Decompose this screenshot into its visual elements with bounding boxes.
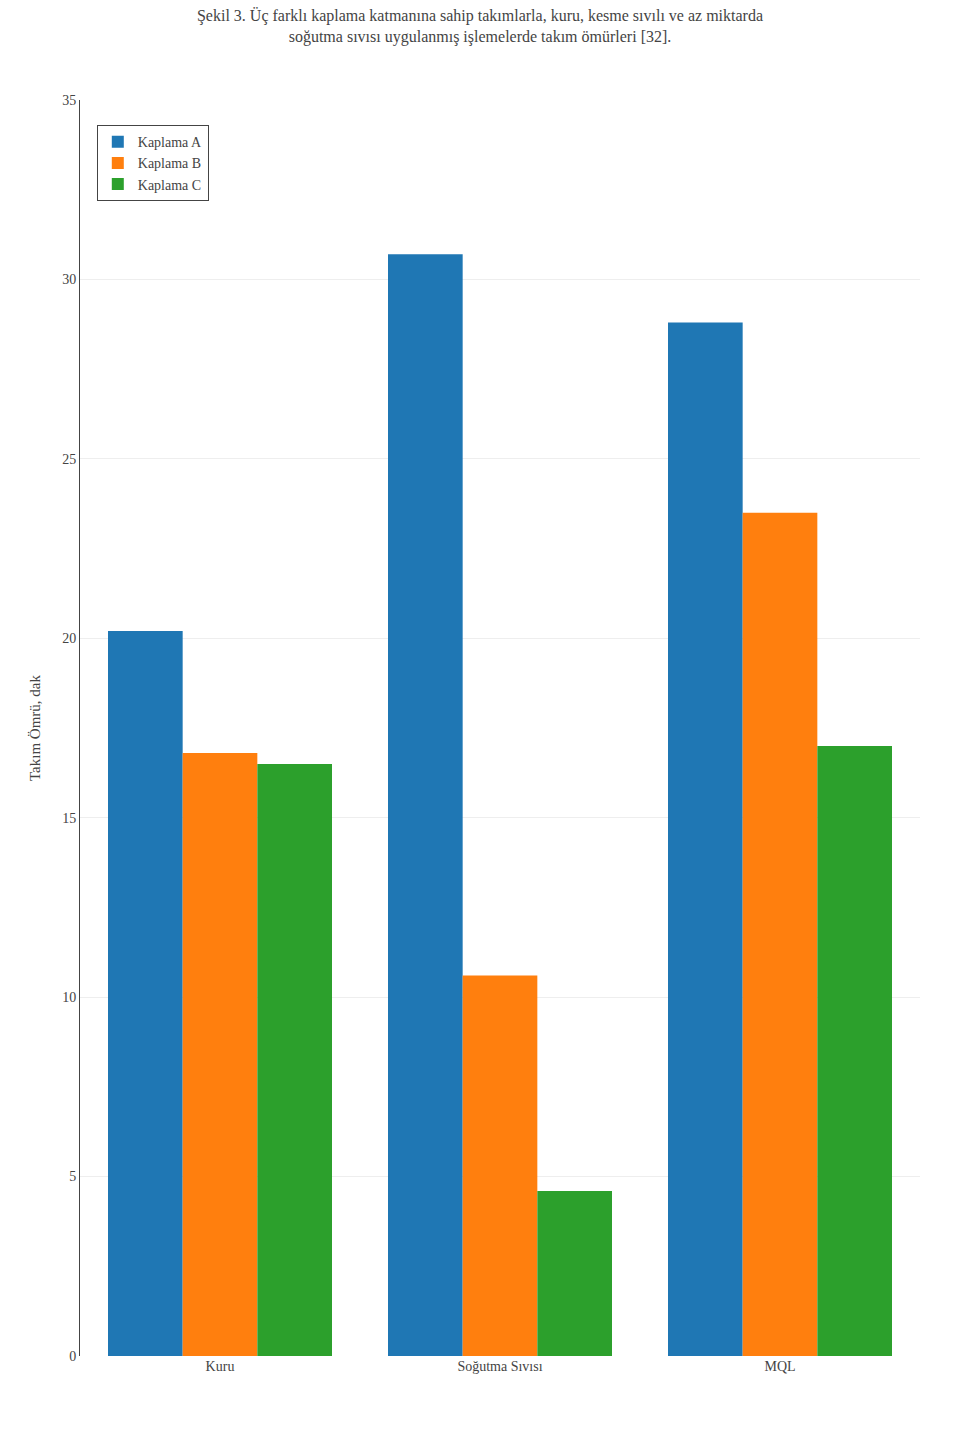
svg-text:10: 10 [62, 990, 76, 1005]
svg-text:15: 15 [62, 811, 76, 826]
svg-text:MQL: MQL [764, 1359, 795, 1374]
svg-text:Kaplama C: Kaplama C [138, 178, 201, 193]
svg-text:0: 0 [69, 1349, 76, 1364]
svg-text:Kuru: Kuru [206, 1359, 235, 1374]
svg-text:Takım Ömrü, dak: Takım Ömrü, dak [27, 674, 43, 781]
svg-text:25: 25 [62, 452, 76, 467]
svg-text:20: 20 [62, 631, 76, 646]
svg-text:Soğutma Sıvısı: Soğutma Sıvısı [457, 1359, 542, 1374]
svg-text:Şekil 3. Üç farklı kaplama kat: Şekil 3. Üç farklı kaplama katmanına sah… [197, 7, 763, 46]
svg-text:30: 30 [62, 272, 76, 287]
svg-text:Kaplama B: Kaplama B [138, 156, 201, 171]
svg-text:5: 5 [69, 1169, 76, 1184]
svg-text:35: 35 [62, 93, 76, 108]
svg-text:Kaplama A: Kaplama A [138, 135, 202, 150]
